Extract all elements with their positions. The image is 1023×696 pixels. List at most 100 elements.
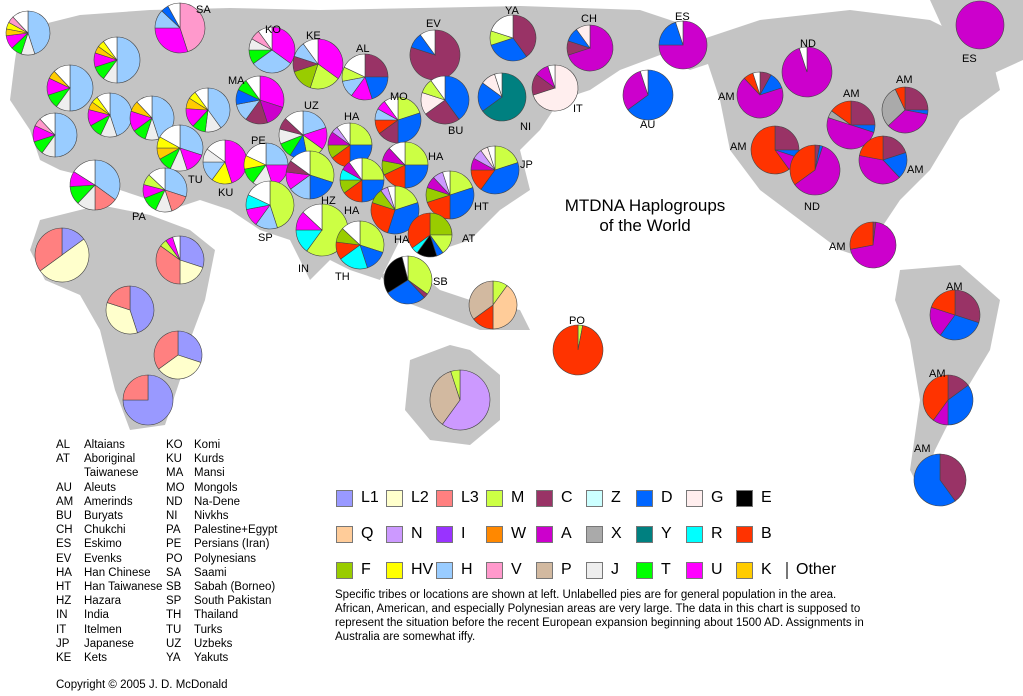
abbr-code: AT (56, 453, 70, 466)
legend-item-a: A (536, 525, 586, 543)
abbreviation-entry: KO Komi (166, 438, 277, 452)
pie-slice-other (290, 150, 311, 176)
pie-slice-c (774, 125, 800, 151)
pie-label: AM (718, 91, 735, 103)
pie-slice-g (532, 64, 579, 112)
pie-slice-m (269, 180, 295, 229)
abbreviation-entry: IT Itelmen (56, 623, 162, 637)
abbreviation-entry: HT Han Taiwanese (56, 580, 162, 594)
abbr-code: IT (56, 623, 67, 636)
legend-swatch (736, 561, 753, 579)
abbreviation-entry: AM Amerinds (56, 495, 162, 509)
pie-slice-h (265, 142, 289, 166)
abbr-code: PO (166, 552, 183, 565)
pie-slice-m (349, 122, 373, 146)
pie-slice-other (206, 139, 226, 163)
pie-slice-l3 (122, 374, 149, 401)
abbr-name: Amerinds (84, 495, 133, 508)
pie-sp (245, 180, 295, 230)
pie-label: IT (573, 103, 583, 115)
pie-slice-e (383, 256, 409, 294)
abbr-name: Itelmen (84, 623, 122, 636)
pie-bu (420, 75, 470, 125)
legend-label: Other (796, 561, 837, 578)
pie-label: SP (258, 232, 273, 244)
pie-slice-other (39, 112, 56, 136)
legend-label: R (711, 525, 723, 542)
legend-label: W (511, 525, 527, 542)
legend-label: D (661, 489, 673, 506)
abbreviation-entry: NI Nivkhs (166, 509, 277, 523)
abbr-code: HZ (56, 595, 72, 608)
pie-slice-other (148, 167, 166, 191)
pie-slice-other (487, 145, 496, 171)
pie-slice-v (179, 2, 206, 53)
legend-item-j: J (586, 561, 636, 579)
legend-item-e: E (736, 489, 786, 507)
pie-slice-other (73, 159, 96, 186)
pie-label: AM (730, 141, 747, 153)
pie-tu (156, 124, 204, 172)
abbreviation-list-1: AL Altaians AT Aboriginal Taiwanese AU Aleuts A… (56, 438, 162, 665)
abbreviation-list-2: KO Komi KU Kurds MA Mansi MO Mongols ND Na-Dene NI… (166, 438, 277, 665)
legend-item-r: R (686, 525, 736, 543)
pie-am (922, 374, 974, 426)
abbr-name: Altaians (84, 439, 125, 451)
pie-slice-other (442, 170, 451, 196)
pie-general (87, 92, 133, 138)
abbreviation-entry: JP Japanese (56, 637, 162, 651)
abbr-name: Kurds (194, 453, 225, 466)
abbr-code: AM (56, 495, 74, 508)
pie-label: KO (265, 24, 281, 36)
legend-label: K (761, 561, 772, 578)
pie-slice-l3 (153, 330, 179, 370)
legend-label: J (611, 561, 619, 578)
pie-ev (409, 29, 461, 81)
abbr-name: Aleuts (84, 481, 116, 494)
pie-slice-a (794, 145, 841, 196)
pie-ch (566, 24, 614, 72)
pie-slice-d (387, 279, 425, 305)
pie-slice-d (404, 164, 429, 189)
pie-general (5, 10, 51, 56)
legend-label: F (361, 561, 371, 578)
pie-label: KE (306, 30, 321, 42)
pie-slice-l2 (158, 354, 202, 380)
legend-swatch (586, 525, 603, 543)
abbr-code: MO (166, 481, 185, 494)
pie-slice-other (547, 64, 556, 89)
pie-label: HA (344, 205, 360, 217)
abbr-name: Uzbeks (194, 637, 233, 650)
pie-slice-d (627, 69, 674, 121)
pie-po (552, 324, 604, 376)
legend-item-i: I (436, 525, 486, 543)
pie-general (153, 330, 203, 380)
pie-label: AM (896, 74, 913, 86)
abbreviation-entry: PO Polynesians (166, 552, 277, 566)
legend-swatch (336, 561, 353, 579)
abbreviation-entry: AL Altaians (56, 438, 162, 452)
copyright: Copyright © 2005 J. D. McDonald (56, 679, 228, 691)
abbr-name: Persians (Iran) (194, 538, 270, 551)
abbr-name: Evenks (84, 552, 122, 565)
legend-item-c: C (536, 489, 586, 507)
pie-slice-other (494, 72, 503, 98)
pie-slice-l1 (177, 330, 203, 363)
abbreviation-entry: KE Kets (56, 651, 162, 665)
pie-slice-d (480, 162, 520, 195)
pie-it (531, 64, 579, 112)
pie-pa (142, 167, 188, 213)
pie-th (335, 220, 385, 270)
abbreviation-entry: MO Mongols (166, 481, 277, 495)
abbr-name: Sabah (Borneo) (194, 581, 276, 594)
abbr-name: Na-Dene (194, 495, 241, 508)
legend-swatch (436, 489, 453, 507)
pie-label: HT (474, 201, 489, 213)
legend-label: P (561, 561, 572, 578)
pie-slice-c (954, 289, 981, 324)
abbr-name: Japanese (84, 637, 134, 650)
abbreviation-entry: AT Aboriginal (56, 452, 162, 466)
pie-ke (292, 38, 344, 90)
abbr-code: ND (166, 495, 183, 508)
